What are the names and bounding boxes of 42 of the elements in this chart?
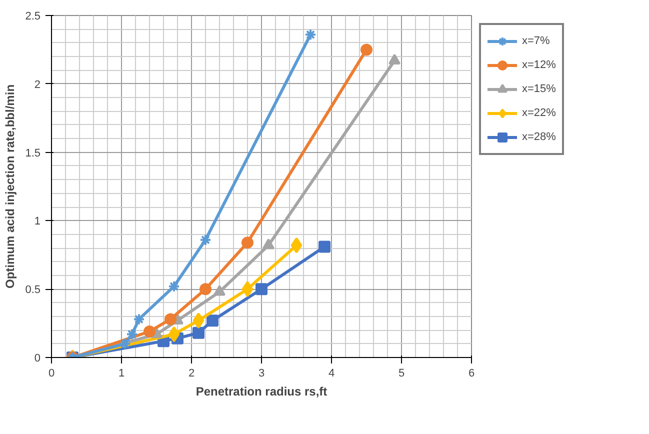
x-axis-title: Penetration radius rs,ft (196, 384, 328, 398)
point (164, 313, 176, 326)
x-tick-label: 3 (258, 368, 265, 380)
point (192, 326, 204, 339)
point (304, 28, 316, 41)
legend-label: x=12% (522, 59, 556, 71)
y-tick-label: 2.5 (25, 10, 41, 22)
x-tick-label: 1 (118, 368, 125, 380)
point (119, 338, 131, 350)
point (206, 314, 218, 327)
point (242, 236, 254, 249)
point (133, 313, 145, 326)
legend-label: x=15% (522, 83, 556, 95)
point (200, 234, 212, 246)
x-tick-label: 6 (468, 368, 475, 380)
y-axis-title: Optimum acid injection rate,bbl/min (3, 84, 18, 289)
point (290, 237, 302, 254)
point (168, 280, 180, 292)
y-tick-label: 0.5 (25, 284, 41, 296)
point (192, 312, 204, 329)
legend-label: x=22% (522, 107, 556, 119)
point (242, 281, 254, 298)
x-tick-label: 2 (188, 368, 195, 380)
legend-label: x=7% (522, 35, 550, 47)
point (126, 328, 138, 340)
y-tick-label: 1.5 (25, 147, 41, 160)
point (168, 326, 180, 342)
x-tick-label: 0 (48, 368, 55, 380)
x-tick-label: 4 (328, 368, 335, 380)
y-tick-label: 2 (34, 78, 41, 91)
y-tick-label: 1 (34, 216, 41, 228)
point (360, 44, 372, 56)
y-tick-label: 0 (34, 352, 41, 364)
legend-label: x=28% (522, 131, 556, 143)
x-tick-label: 5 (398, 368, 405, 380)
point (200, 283, 212, 296)
point (214, 285, 226, 296)
point (144, 326, 156, 338)
point (262, 238, 274, 250)
point (256, 283, 268, 296)
point (388, 54, 400, 65)
point (318, 240, 330, 253)
